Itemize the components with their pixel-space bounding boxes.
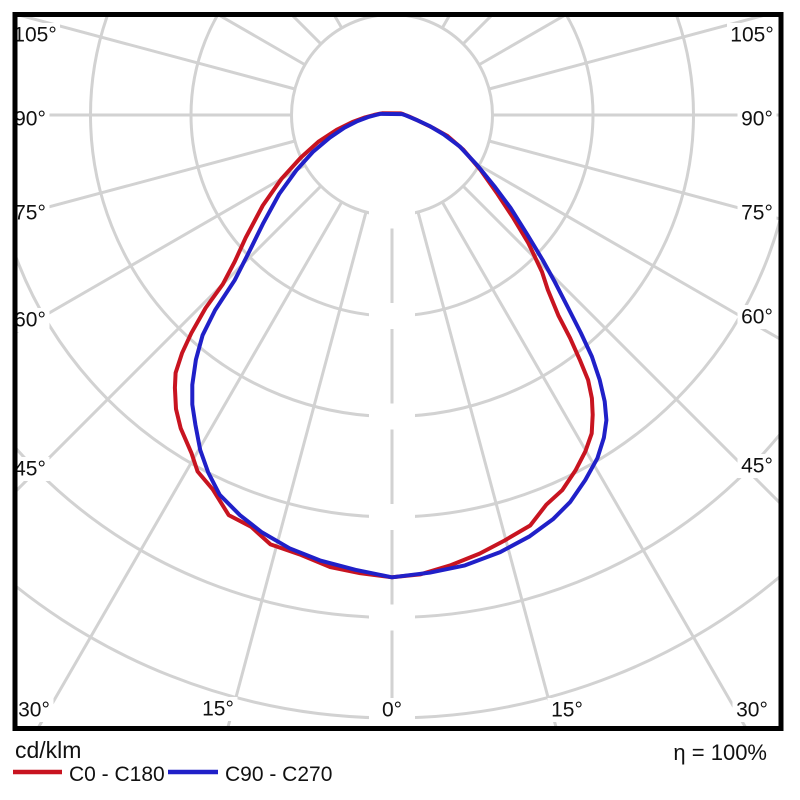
ring-gap-200 [369, 303, 415, 329]
legend-label-c90-c270: C90 - C270 [225, 763, 332, 786]
grid-ray--75deg [17, 139, 296, 217]
angle-label: 15° [202, 698, 234, 721]
ring-gap-100 [369, 202, 415, 229]
angle-label: 45° [741, 455, 773, 478]
radial-unit-label: cd/klm [15, 737, 81, 763]
angle-label: 15° [551, 699, 583, 722]
grid-ray-105deg [488, 17, 764, 91]
angle-label-bg [737, 305, 777, 329]
angle-label: 75° [14, 202, 46, 225]
angle-label-bg [547, 698, 587, 722]
angle-label: 45° [14, 458, 46, 481]
grid-ray-30deg [440, 201, 747, 726]
angle-label: 75° [741, 202, 773, 225]
grid-label-gaps [369, 202, 415, 731]
legend-label-c0-c180: C0 - C180 [69, 763, 165, 786]
ring-gap-400 [369, 504, 415, 530]
angle-label: 0° [382, 699, 402, 722]
angle-label: 30° [18, 699, 50, 722]
angle-label-bg [378, 698, 406, 722]
angle-label-bg [14, 698, 54, 722]
legend: cd/klm C0 - C180 C90 - C270 η = 100% [13, 737, 767, 786]
angle-label: 60° [14, 309, 46, 332]
angle-label-bg [737, 107, 777, 131]
angle-label: 105° [730, 24, 773, 47]
angle-label-bg [737, 201, 777, 225]
grid-ray-60deg [478, 163, 779, 340]
angle-label: 30° [736, 699, 768, 722]
angle-label: 90° [741, 108, 773, 131]
intensity-curves [172, 111, 609, 580]
grid-ray--105deg [20, 17, 296, 91]
angle-label-bg [737, 454, 777, 478]
grid-ray--30deg [37, 201, 344, 726]
grid-ray--15deg [226, 211, 368, 726]
angle-label-bg [727, 23, 777, 47]
angle-label-bg [732, 698, 772, 722]
ring-gap-500 [369, 604, 415, 631]
grid-ray--60deg [17, 163, 306, 333]
grid-ring-400 [17, 219, 779, 519]
grid-ray-15deg [416, 211, 558, 726]
angle-label-bg [10, 23, 60, 47]
ring-gap-300 [369, 403, 415, 430]
plot-frame [12, 12, 784, 731]
angle-label: 60° [741, 306, 773, 329]
angle-label: 90° [14, 108, 46, 131]
angle-label-bg [198, 697, 238, 721]
grid-ray-45deg [462, 185, 779, 504]
grid-ray-75deg [488, 139, 779, 221]
efficiency-label: η = 100% [673, 740, 767, 765]
angle-label: 105° [13, 24, 56, 47]
curve-c90-c270 [190, 111, 609, 580]
